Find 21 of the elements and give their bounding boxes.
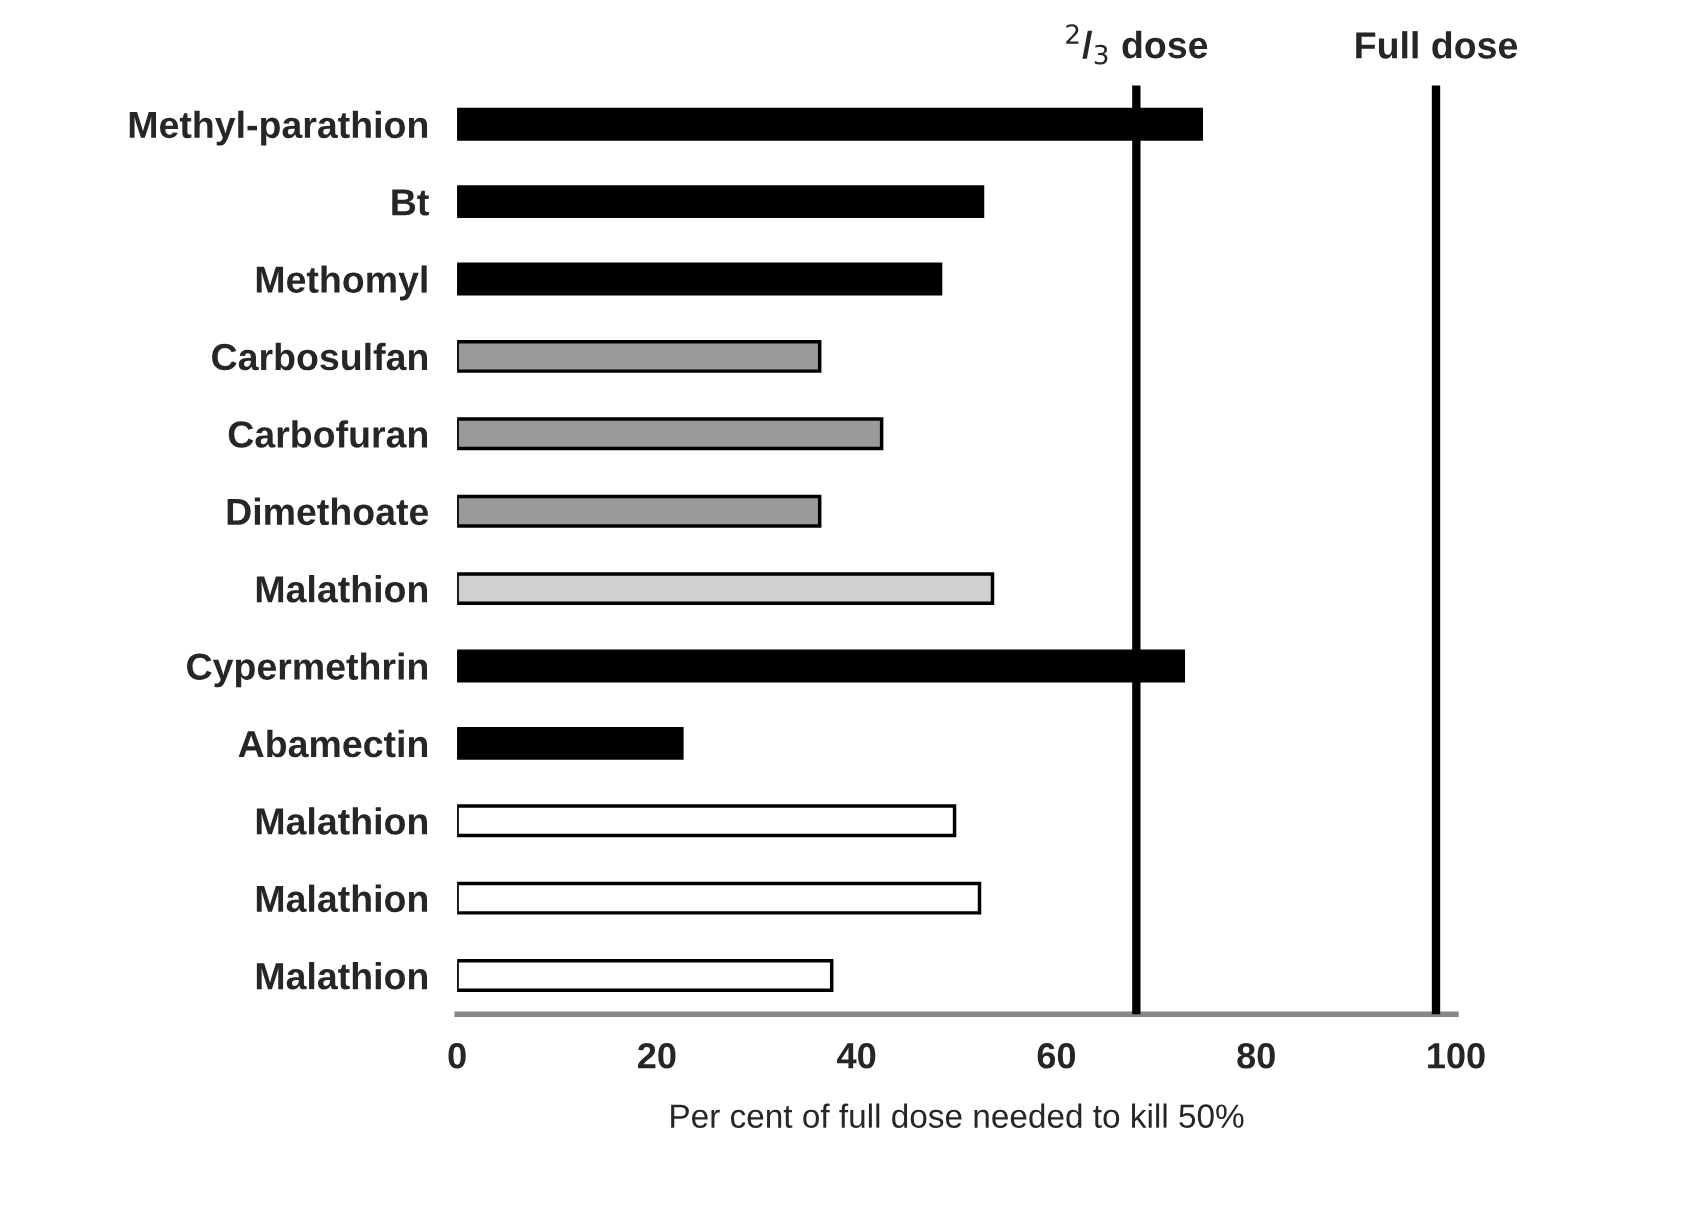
y-tick-label: Carbofuran bbox=[228, 420, 428, 448]
ref-line-label: $^{2}$/$_{3}$ dose bbox=[1066, 24, 1208, 65]
x-tick-label: 80 bbox=[1237, 1042, 1275, 1069]
x-tick-label: 0 bbox=[448, 1042, 466, 1069]
y-tick-label: Malathion bbox=[256, 807, 428, 835]
x-tick-label: 100 bbox=[1428, 1042, 1485, 1069]
y-tick-label: Cypermethrin bbox=[187, 652, 428, 688]
y-tick-label: Abamectin bbox=[238, 729, 428, 758]
y-tick-label: Bt bbox=[392, 189, 429, 216]
y-tick-label: Methomyl bbox=[256, 265, 427, 301]
ref-line-label: Full dose bbox=[1356, 31, 1518, 59]
x-tick-label: 40 bbox=[837, 1042, 876, 1069]
y-tick-label: Malathion bbox=[256, 961, 428, 990]
y-tick-label: Malathion bbox=[256, 575, 428, 603]
y-tick-label: Dimethoate bbox=[227, 497, 429, 526]
y-tick-label: Carbosulfan bbox=[212, 342, 428, 371]
y-tick-label: Malathion bbox=[256, 884, 428, 913]
x-axis-title: Per cent of full dose needed to kill 50% bbox=[671, 1103, 1244, 1128]
x-tick-label: 60 bbox=[1037, 1042, 1076, 1069]
y-tick-label: Methyl-parathion bbox=[129, 110, 428, 146]
x-tick-label: 20 bbox=[638, 1042, 676, 1069]
